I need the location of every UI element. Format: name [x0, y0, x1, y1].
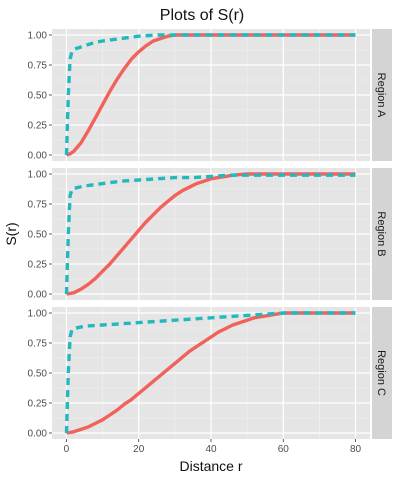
dashed-series-line	[64, 311, 356, 434]
x-tick-label: 40	[205, 444, 217, 455]
y-tick-label: 0.75	[28, 339, 48, 350]
y-tick-label: 0.75	[28, 200, 48, 211]
facet-strip-label: Region B	[375, 211, 387, 256]
x-axis-title: Distance r	[179, 458, 242, 474]
facet-panel-1: 0.00 0.25 0.50 0.75 1.00 Region A	[28, 29, 392, 162]
y-tick-label: 0.00	[28, 290, 48, 301]
y-tick-label: 1.00	[28, 309, 48, 320]
solid-series-line	[66, 311, 356, 435]
x-tick-label: 20	[133, 444, 145, 455]
facet-strip	[372, 29, 392, 161]
y-tick-label: 0.25	[28, 121, 48, 132]
dashed-series-line	[64, 173, 356, 295]
facet-strip-label: Region A	[375, 73, 387, 118]
y-tick-label: 1.00	[28, 170, 48, 181]
facet-strip-label: Region C	[375, 350, 387, 396]
facet-strip	[372, 307, 392, 439]
x-tick-label: 60	[278, 444, 290, 455]
y-tick-label: 0.50	[28, 369, 48, 380]
y-tick-label: 0.00	[28, 151, 48, 162]
y-tick-label: 0.50	[28, 230, 48, 241]
facet-panel-3: 0.00 0.25 0.50 0.75 1.00 Region C 0 20 40 60 80	[28, 307, 392, 455]
facet-strip	[372, 168, 392, 300]
chart-title: Plots of S(r)	[160, 7, 244, 24]
solid-series-line	[65, 33, 356, 157]
x-tick-label: 0	[64, 444, 70, 455]
dashed-series-line	[64, 33, 356, 156]
panels: 0.00 0.25 0.50 0.75 1.00 Region A 0.00 0.25 0.50…	[28, 29, 392, 455]
y-tick-label: 0.25	[28, 260, 48, 271]
y-tick-label: 0.00	[28, 429, 48, 440]
y-axis-title: S(r)	[3, 222, 19, 245]
y-tick-label: 0.75	[28, 61, 48, 72]
y-tick-label: 0.25	[28, 399, 48, 410]
y-tick-label: 1.00	[28, 31, 48, 42]
y-tick-label: 0.50	[28, 91, 48, 102]
x-tick-label: 80	[350, 444, 362, 455]
facet-panel-2: 0.00 0.25 0.50 0.75 1.00 Region B	[28, 168, 392, 301]
